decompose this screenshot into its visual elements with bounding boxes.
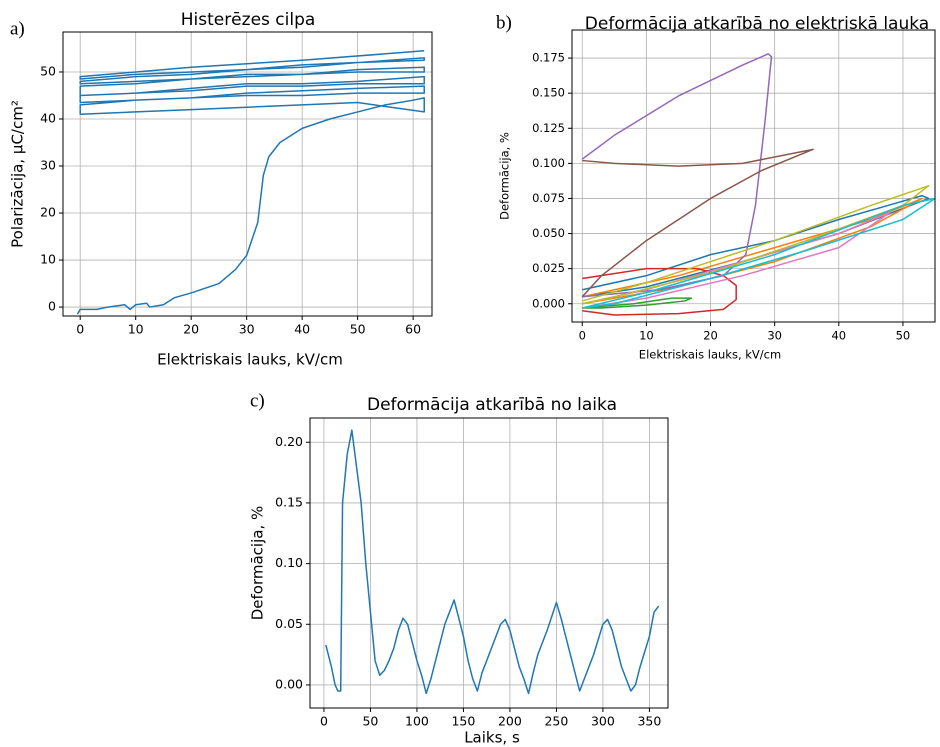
y-tick-label: 0.050 [532, 226, 565, 240]
data-line [581, 148, 814, 298]
y-tick-label: 0.20 [275, 434, 303, 449]
chart-title: Deformācija atkarībā no elektriskā lauka [585, 14, 929, 34]
y-tick-label: 10 [40, 252, 56, 267]
data-line [76, 50, 425, 315]
x-tick-label: 10 [639, 329, 654, 343]
panel-label: c) [250, 390, 265, 411]
y-tick-label: 0.000 [532, 296, 565, 310]
x-axis-title: Elektriskais lauks, kV/cm [157, 351, 343, 369]
x-tick-label: 40 [294, 322, 310, 337]
y-tick-label: 40 [40, 110, 56, 125]
chart-title: Deformācija atkarībā no laika [367, 395, 617, 415]
x-tick-label: 300 [591, 714, 615, 729]
y-tick-label: 0.075 [532, 191, 565, 205]
axes-frame [309, 417, 669, 709]
y-tick-label: 0.10 [275, 555, 303, 570]
x-tick-label: 20 [703, 329, 718, 343]
x-tick-label: 50 [896, 329, 911, 343]
y-tick-label: 0.175 [532, 51, 565, 65]
panel-label: a) [10, 18, 25, 39]
y-tick-label: 0.05 [275, 616, 303, 631]
x-tick-label: 350 [637, 714, 661, 729]
data-line [582, 297, 693, 309]
x-tick-label: 100 [405, 714, 429, 729]
y-axis-title: Deformācija, % [498, 132, 512, 220]
data-line [582, 185, 930, 305]
data-line [581, 53, 773, 298]
x-tick-label: 0 [76, 322, 84, 337]
data-line [582, 267, 737, 316]
y-tick-label: 0.150 [532, 86, 565, 100]
y-tick-label: 0.100 [532, 156, 565, 170]
x-tick-label: 30 [239, 322, 255, 337]
y-tick-label: 0 [48, 299, 56, 314]
x-tick-label: 50 [362, 714, 378, 729]
x-tick-label: 0 [579, 329, 586, 343]
x-tick-label: 50 [350, 322, 366, 337]
data-line [582, 194, 930, 298]
panel-label: b) [496, 12, 512, 33]
x-tick-label: 250 [544, 714, 568, 729]
x-tick-label: 40 [831, 329, 846, 343]
x-tick-label: 150 [451, 714, 475, 729]
y-tick-label: 0.125 [532, 121, 565, 135]
y-tick-label: 50 [40, 63, 56, 78]
data-line [325, 429, 660, 695]
x-tick-label: 10 [128, 322, 144, 337]
x-tick-label: 30 [767, 329, 782, 343]
x-tick-label: 20 [183, 322, 199, 337]
data-line [582, 197, 936, 309]
y-axis-title: Polarizācija, µC/cm² [9, 100, 27, 248]
x-tick-label: 60 [405, 322, 421, 337]
y-axis-title: Deformācija, % [249, 506, 267, 621]
y-tick-label: 0.025 [532, 261, 565, 275]
x-axis-title: Laiks, s [464, 729, 520, 747]
axes-frame [571, 29, 936, 323]
x-tick-label: 0 [320, 714, 328, 729]
chart-title: Histerēzes cilpa [181, 10, 316, 30]
y-tick-label: 30 [40, 158, 56, 173]
x-axis-title: Elektriskais lauks, kV/cm [639, 348, 781, 362]
axes-frame [62, 31, 433, 317]
x-tick-label: 200 [498, 714, 522, 729]
y-tick-label: 20 [40, 205, 56, 220]
y-tick-label: 0.15 [275, 494, 303, 509]
y-tick-label: 0.00 [275, 676, 303, 691]
